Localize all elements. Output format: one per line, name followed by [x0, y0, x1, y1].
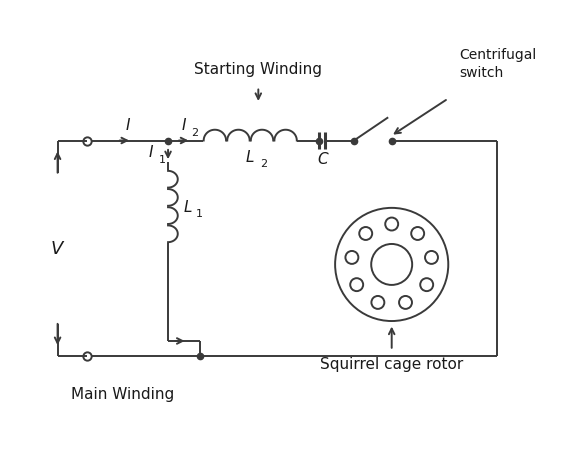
- Text: Main Winding: Main Winding: [71, 386, 174, 401]
- Text: Starting Winding: Starting Winding: [194, 62, 322, 77]
- Text: I: I: [126, 118, 130, 132]
- Text: Centrifugal
switch: Centrifugal switch: [459, 48, 536, 79]
- Text: V: V: [50, 240, 62, 258]
- Text: 2: 2: [260, 159, 267, 169]
- Text: 2: 2: [191, 128, 198, 138]
- Text: I: I: [182, 118, 186, 132]
- Text: C: C: [317, 152, 328, 167]
- Text: L: L: [246, 149, 255, 165]
- Text: I: I: [148, 144, 153, 159]
- Text: L: L: [183, 199, 192, 215]
- Text: 1: 1: [158, 155, 165, 165]
- Text: Squirrel cage rotor: Squirrel cage rotor: [320, 357, 463, 371]
- Text: 1: 1: [196, 208, 203, 218]
